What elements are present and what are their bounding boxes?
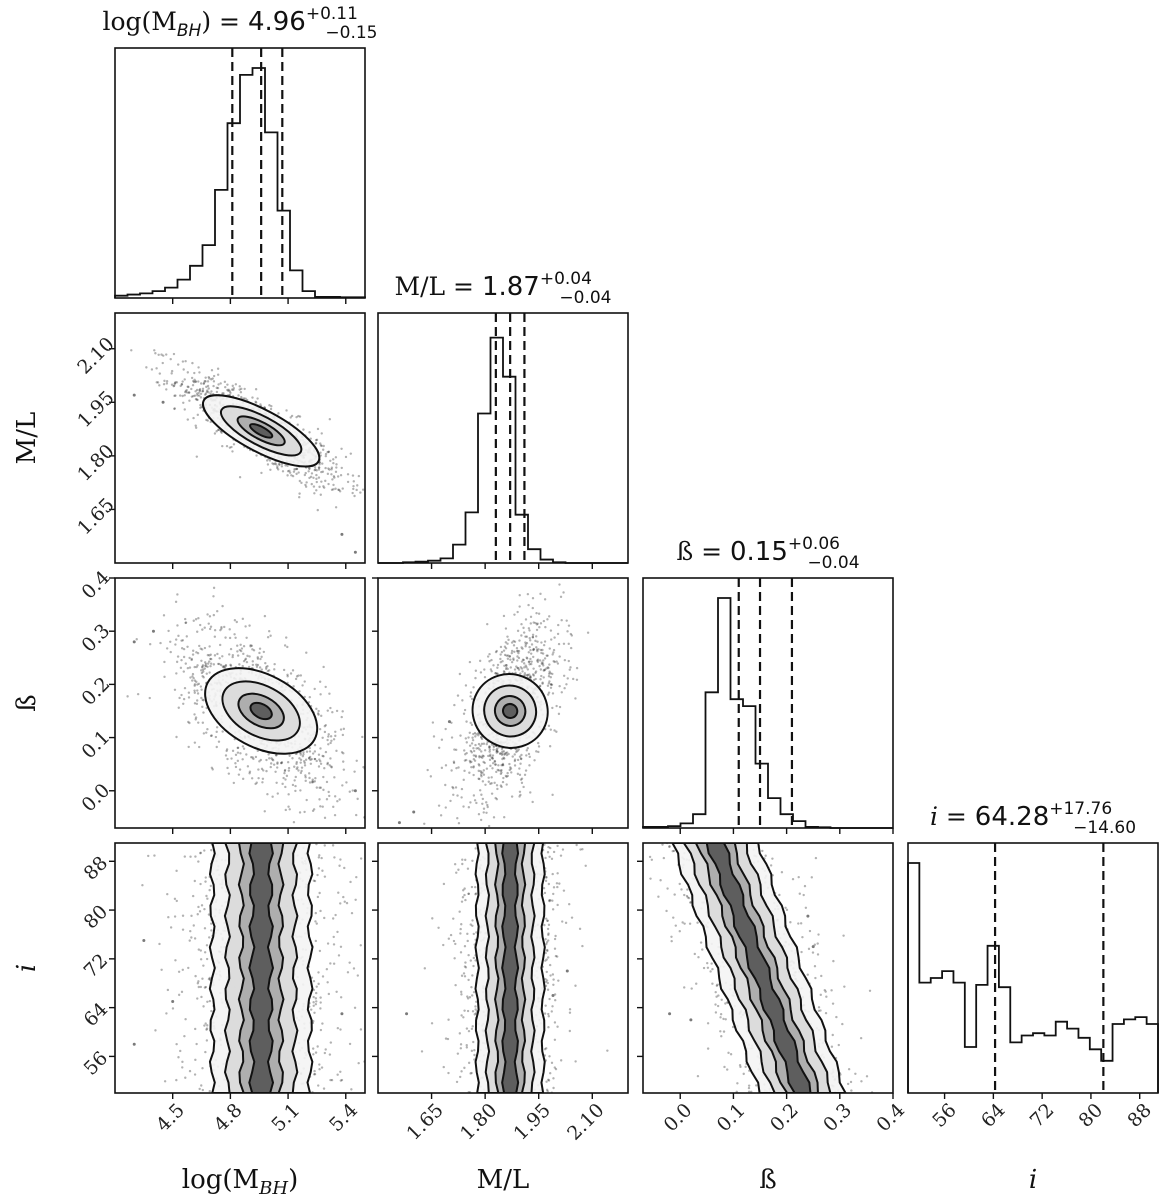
y-tick-label-inc-3: 80 [80,901,113,934]
panel-title-beta: ß = 0.15+0.06 −0.04 [676,534,859,573]
hist-panel-beta: ß = 0.15+0.06 −0.04 [642,534,894,829]
y-axis-label-ML: M/L [12,412,42,465]
x-axis-label-beta: ß [759,1165,776,1195]
y-tick-label-beta-1: 0.1 [77,726,114,763]
scatter-panel-beta-vs-ML [377,577,629,829]
x-tick-label-beta-1: 0.1 [713,1099,750,1136]
panel-frame-inc-ML [377,842,629,1094]
x-tick-label-logM-0: 4.5 [152,1099,189,1136]
x-axis-label-logM: log(MBH) [182,1165,298,1199]
x-tick-label-ML-2: 1.95 [510,1099,555,1144]
x-tick-label-inc-1: 64 [977,1099,1010,1132]
y-axis-label-beta: ß [12,694,42,711]
x-tick-label-ML-0: 1.65 [402,1099,447,1144]
x-tick-label-ML-3: 2.10 [563,1099,608,1144]
panel-title-ML: M/L = 1.87+0.04 −0.04 [394,269,611,308]
y-tick-label-ML-0: 1.65 [73,494,118,539]
hist-bars-inc [907,862,1159,1093]
hist-bars-ML [378,336,628,564]
scatter-panel-ML-vs-logM [114,312,366,564]
x-tick-label-inc-3: 80 [1075,1099,1108,1132]
y-tick-label-inc-4: 88 [80,852,113,885]
scatter-panel-inc-vs-logM [114,842,366,1094]
y-tick-label-inc-2: 72 [80,950,113,983]
hist-bars-logM [114,67,366,299]
panel-frame-beta-logM [114,577,366,829]
y-tick-label-inc-0: 56 [80,1047,113,1080]
panel-title-inc: i = 64.28+17.76 −14.60 [930,799,1136,838]
panel-frame-inc [907,842,1159,1094]
panel-title-logM: log(MBH) = 4.96+0.11 −0.15 [102,4,377,43]
panel-frame-beta-ML [377,577,629,829]
y-tick-label-beta-2: 0.2 [77,673,114,710]
x-tick-label-beta-4: 0.4 [872,1099,909,1136]
x-tick-label-beta-0: 0.0 [660,1099,697,1136]
x-tick-label-beta-2: 0.2 [766,1099,803,1136]
panel-frame-beta [642,577,894,829]
x-tick-label-logM-3: 5.4 [325,1099,362,1136]
x-tick-label-logM-1: 4.8 [210,1099,247,1136]
x-tick-label-inc-0: 56 [928,1099,961,1132]
scatter-panel-inc-vs-beta [642,842,894,1094]
panel-frame-logM [114,47,366,299]
y-tick-label-ML-3: 2.10 [73,333,118,378]
hist-bars-beta [642,597,893,829]
x-tick-label-logM-2: 5.1 [267,1099,304,1136]
y-tick-label-ML-1: 1.80 [73,440,118,485]
scatter-panel-inc-vs-ML [377,842,629,1094]
hist-panel-logM: log(MBH) = 4.96+0.11 −0.15 [102,4,378,299]
scatter-panel-beta-vs-logM [114,577,366,829]
y-tick-label-inc-1: 64 [80,998,113,1031]
y-axis-label-inc: i [12,964,42,972]
panel-frame-inc-logM [114,842,366,1094]
x-tick-label-inc-2: 72 [1026,1099,1059,1132]
hist-panel-ML: M/L = 1.87+0.04 −0.04 [377,269,629,564]
y-tick-label-beta-0: 0.0 [77,779,114,816]
panel-frame-ML-logM [114,312,366,564]
hist-panel-inc: i = 64.28+17.76 −14.60 [907,799,1159,1094]
x-axis-label-inc: i [1029,1165,1037,1195]
y-tick-label-ML-2: 1.95 [73,387,118,432]
panel-frame-inc-beta [642,842,894,1094]
x-tick-label-inc-4: 88 [1123,1099,1156,1132]
x-tick-label-ML-1: 1.80 [456,1099,501,1144]
y-tick-label-beta-4: 0.4 [77,567,114,604]
panel-frame-ML [377,312,629,564]
x-tick-label-beta-3: 0.3 [819,1099,856,1136]
y-tick-label-beta-3: 0.3 [77,620,114,657]
x-axis-label-ML: M/L [477,1165,530,1195]
